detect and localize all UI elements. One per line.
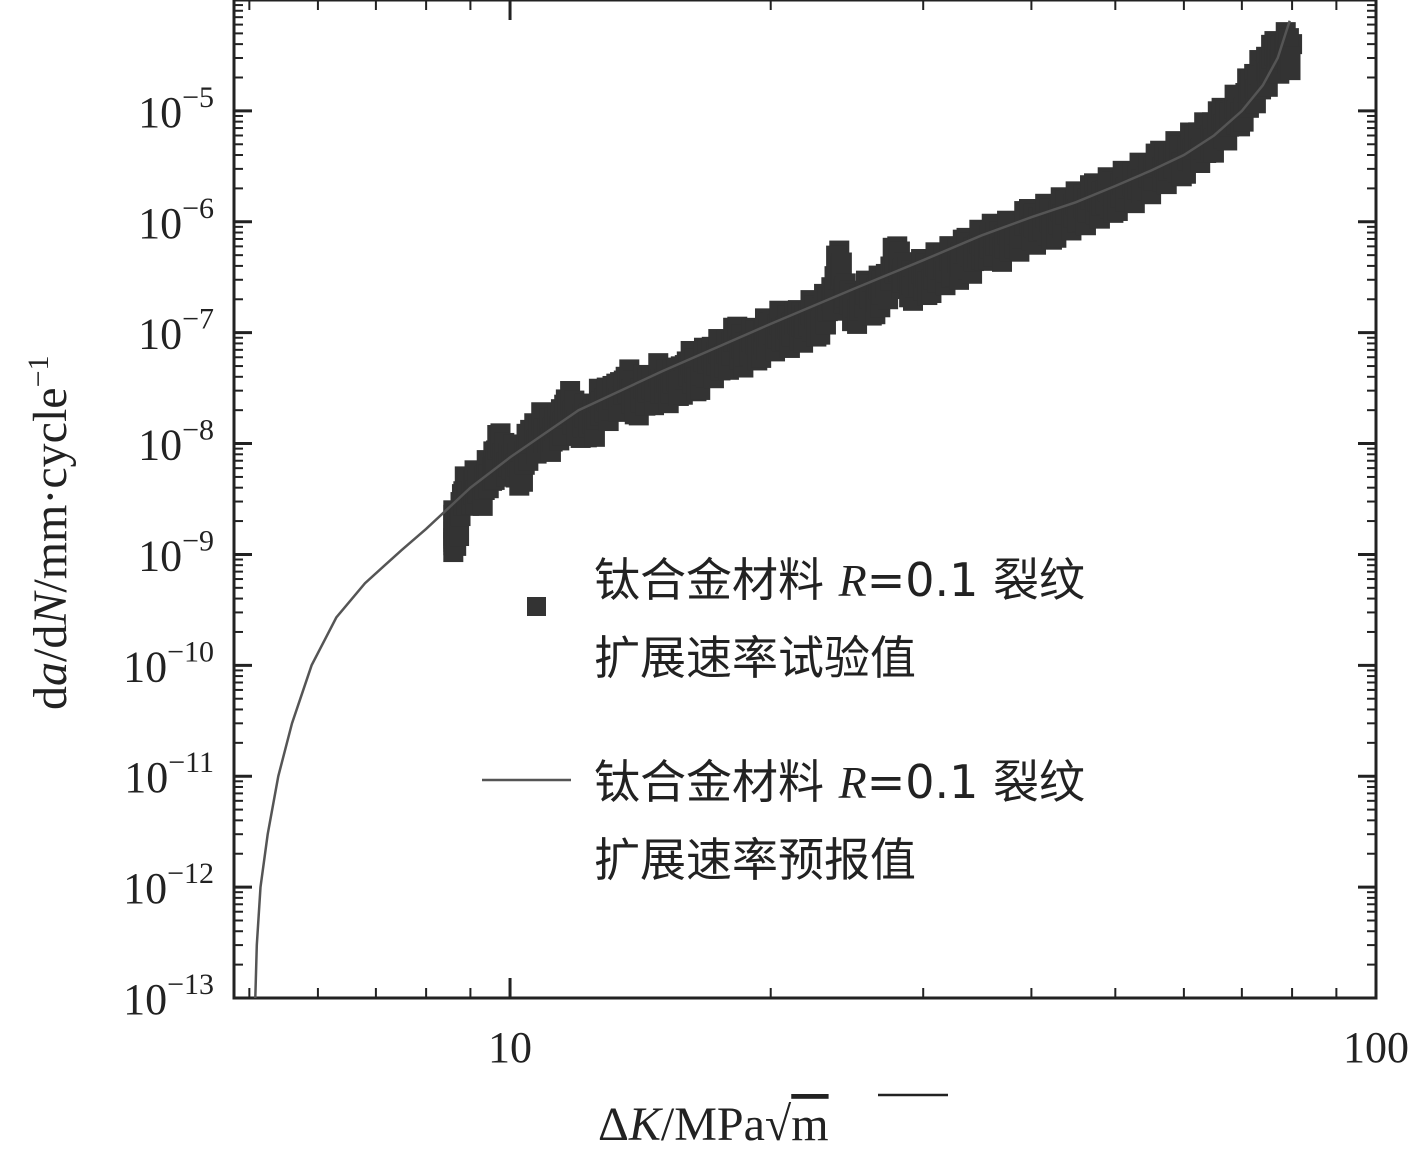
legend-entry-1-line-2: 扩展速率试验值 — [594, 631, 916, 685]
x-axis-tick-labels: 10 100 — [488, 1023, 1409, 1072]
y-tick-label: 10−5 — [138, 81, 214, 137]
y-tick-label: 10−12 — [123, 857, 214, 913]
legend: 钛合金材料 R=0.1 裂纹 扩展速率试验值 钛合金材料 R=0.1 裂纹 扩展… — [482, 553, 1085, 887]
y-axis-tick-labels: 10−13 10−12 10−11 10−10 10−9 10−8 10−7 10−6 10−5 — [123, 81, 214, 1024]
prediction-series — [254, 20, 1291, 999]
y-tick-label: 10−13 — [123, 968, 214, 1024]
legend-entry-1-line-1: 钛合金材料 R=0.1 裂纹 — [594, 553, 1085, 607]
y-tick-label: 10−6 — [138, 192, 214, 248]
plot-frame — [232, 0, 1378, 1000]
x-tick-label: 100 — [1343, 1023, 1409, 1072]
x-axis-title: ΔK/MPa√m — [598, 1098, 829, 1151]
prediction-line — [254, 20, 1291, 999]
y-tick-label: 10−11 — [124, 746, 214, 802]
legend-entry-2-line-2: 扩展速率预报值 — [594, 833, 916, 887]
x-tick-label: 10 — [488, 1023, 532, 1072]
y-tick-label: 10−8 — [138, 414, 214, 470]
legend-entry-2-line-1: 钛合金材料 R=0.1 裂纹 — [594, 755, 1085, 809]
legend-square-marker — [527, 597, 546, 616]
x-axis-ticks — [248, 0, 1378, 998]
y-tick-label: 10−7 — [138, 303, 214, 359]
y-tick-label: 10−9 — [138, 524, 214, 580]
y-tick-label: 10−10 — [123, 635, 214, 691]
y-axis-ticks — [234, 4, 1376, 1000]
data-point-fill — [1280, 46, 1301, 81]
y-axis-title: da/dN/mm·cycle−1 — [22, 355, 77, 710]
